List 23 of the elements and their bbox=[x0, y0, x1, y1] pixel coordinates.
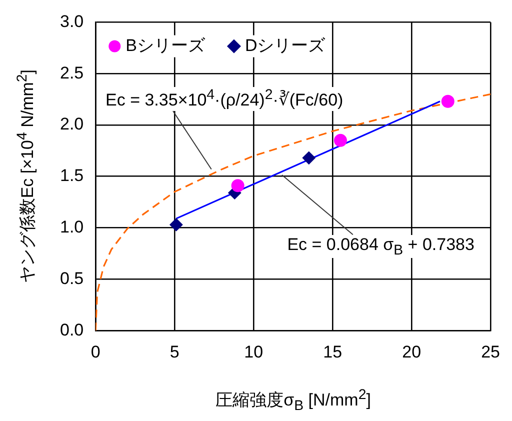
point bbox=[334, 134, 347, 147]
x-tick-label: 10 bbox=[244, 342, 264, 362]
x-tick-label: 0 bbox=[90, 342, 100, 362]
y-tick-label: 1.5 bbox=[60, 166, 84, 186]
annotation: Ec = 3.35×10$^{4}$·(ρ/24)$^{2}$·∛(Fc/60) bbox=[104, 86, 346, 111]
y-tick-label: 2.0 bbox=[60, 114, 84, 134]
x-tick-label: 15 bbox=[323, 342, 342, 362]
legend-label: Bシリーズ bbox=[126, 36, 206, 55]
x-axis-title: 圧縮強度σ$_{B}$ [N/mm$^{2}$] bbox=[216, 387, 371, 414]
annotation: Ec = 0.0684 σ$_{B}$ + 0.7383 bbox=[285, 234, 476, 258]
legend-label: Dシリーズ bbox=[244, 36, 326, 55]
y-tick-label: 3.0 bbox=[60, 12, 84, 31]
x-tick-label: 25 bbox=[481, 342, 500, 362]
point bbox=[441, 94, 454, 108]
point bbox=[170, 218, 183, 232]
y-tick-label: 0.0 bbox=[60, 320, 84, 340]
point bbox=[302, 151, 316, 164]
y-tick-label: 0.5 bbox=[60, 268, 84, 288]
y-tick-label: 2.5 bbox=[60, 63, 84, 82]
x-tick-label: 5 bbox=[170, 342, 180, 362]
y-tick-label: 1.0 bbox=[60, 217, 84, 236]
x-tick-label: 20 bbox=[402, 342, 422, 362]
point bbox=[231, 179, 244, 192]
